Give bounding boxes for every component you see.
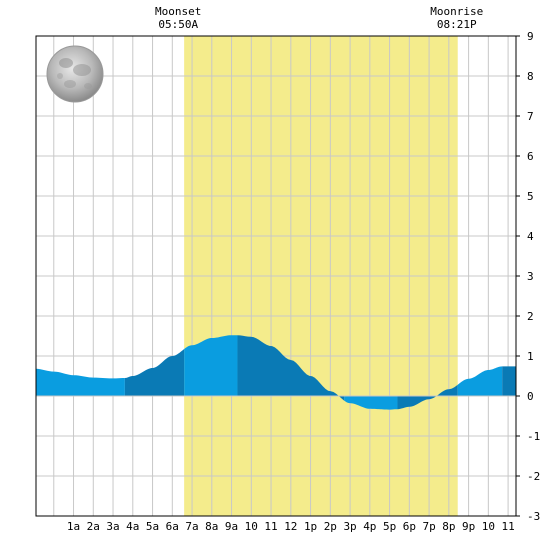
full-moon-icon [46, 45, 104, 103]
tide-area-light-segment [457, 366, 503, 396]
x-tick-label: 11 [501, 520, 514, 533]
moon-event-time: 08:21P [437, 18, 477, 31]
x-tick-label: 3a [106, 520, 119, 533]
y-tick-label: 4 [527, 230, 534, 243]
y-tick-label: 3 [527, 270, 534, 283]
tide-area-light-segment [344, 396, 398, 410]
x-tick-label: 8a [205, 520, 218, 533]
x-tick-label: 6p [403, 520, 416, 533]
y-tick-label: 1 [527, 350, 534, 363]
y-tick-label: 6 [527, 150, 534, 163]
x-tick-label: 9p [462, 520, 475, 533]
y-tick-label: 5 [527, 190, 534, 203]
y-tick-label: 9 [527, 30, 534, 43]
x-tick-label: 2p [324, 520, 337, 533]
y-tick-label: 0 [527, 390, 534, 403]
x-tick-label: 3p [343, 520, 356, 533]
y-tick-label: -1 [527, 430, 540, 443]
x-tick-label: 5p [383, 520, 396, 533]
x-tick-label: 2a [87, 520, 100, 533]
tide-area-dark-segment [237, 335, 345, 401]
tide-area-light-segment [36, 368, 125, 396]
moon-event-label: Moonrise [430, 5, 483, 18]
x-tick-label: 7p [422, 520, 435, 533]
tide-area-dark-segment [397, 384, 458, 410]
y-tick-label: 7 [527, 110, 534, 123]
x-tick-label: 1a [67, 520, 80, 533]
y-tick-label: -3 [527, 510, 540, 523]
x-tick-label: 11 [264, 520, 277, 533]
moon-event-label: Moonset [155, 5, 201, 18]
x-tick-label: 9a [225, 520, 238, 533]
y-tick-label: 8 [527, 70, 534, 83]
moon-event-time: 05:50A [158, 18, 198, 31]
x-tick-label: 4p [363, 520, 376, 533]
x-tick-label: 7a [185, 520, 198, 533]
tide-area-dark-segment [124, 349, 185, 396]
x-tick-label: 6a [166, 520, 179, 533]
x-tick-label: 4a [126, 520, 139, 533]
x-tick-label: 8p [442, 520, 455, 533]
y-tick-label: -2 [527, 470, 540, 483]
tide-area-light-segment [184, 335, 238, 396]
x-tick-label: 10 [482, 520, 495, 533]
x-tick-label: 12 [284, 520, 297, 533]
y-tick-label: 2 [527, 310, 534, 323]
plot-border [35, 35, 517, 517]
x-tick-label: 5a [146, 520, 159, 533]
x-tick-label: 10 [245, 520, 258, 533]
tide-area-dark-segment [502, 366, 516, 396]
x-tick-label: 1p [304, 520, 317, 533]
